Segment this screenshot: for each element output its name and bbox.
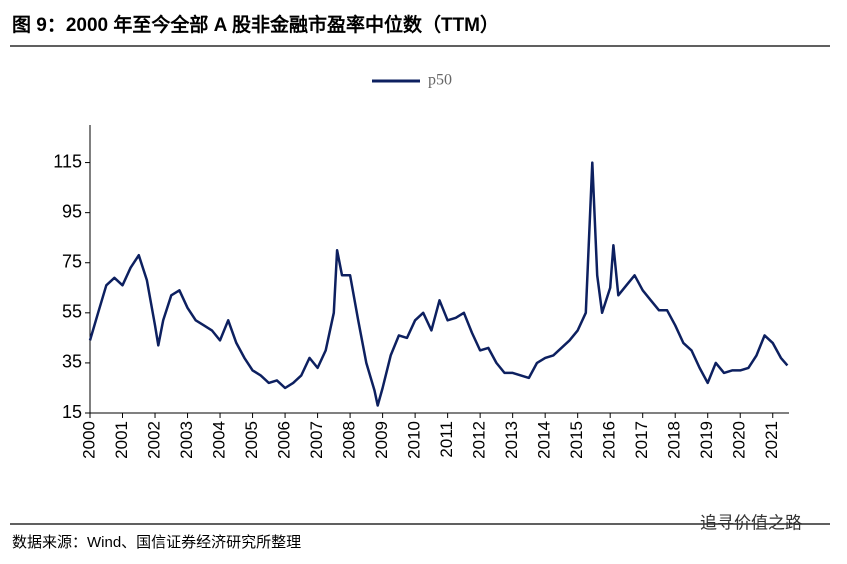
x-tick-label: 2000: [79, 421, 98, 459]
x-tick-label: 2017: [632, 421, 651, 459]
y-tick-label: 35: [62, 352, 82, 372]
x-tick-label: 2007: [307, 421, 326, 459]
x-tick-label: 2005: [242, 421, 261, 459]
x-tick-label: 2003: [177, 421, 196, 459]
y-tick-label: 75: [62, 251, 82, 271]
x-tick-label: 2020: [730, 421, 749, 459]
x-tick-label: 2019: [697, 421, 716, 459]
legend-label: p50: [428, 72, 452, 89]
y-tick-label: 95: [62, 201, 82, 221]
x-tick-label: 2016: [600, 421, 619, 459]
x-tick-label: 2021: [762, 421, 781, 459]
x-tick-label: 2002: [145, 421, 164, 459]
x-tick-label: 2011: [437, 421, 456, 458]
x-tick-label: 2006: [275, 421, 294, 459]
x-tick-label: 2014: [535, 421, 554, 459]
watermark: 追寻价值之路: [700, 513, 802, 532]
x-tick-label: 2009: [372, 421, 391, 459]
x-tick-label: 2008: [340, 421, 359, 459]
x-tick-label: 2012: [470, 421, 489, 459]
y-tick-label: 115: [53, 151, 82, 171]
chart-title: 图 9：2000 年至今全部 A 股非金融市盈率中位数（TTM）: [12, 13, 499, 36]
line-series: [88, 161, 789, 407]
x-tick-label: 2010: [405, 421, 424, 459]
x-tick-label: 2004: [210, 421, 229, 459]
source-note: 数据来源：Wind、国信证券经济研究所整理: [12, 534, 301, 551]
y-tick-label: 15: [62, 402, 82, 422]
x-tick-label: 2015: [567, 421, 586, 459]
y-tick-label: 55: [62, 302, 82, 322]
x-tick-label: 2013: [502, 421, 521, 459]
x-tick-label: 2018: [665, 421, 684, 459]
x-tick-label: 2001: [112, 421, 131, 459]
